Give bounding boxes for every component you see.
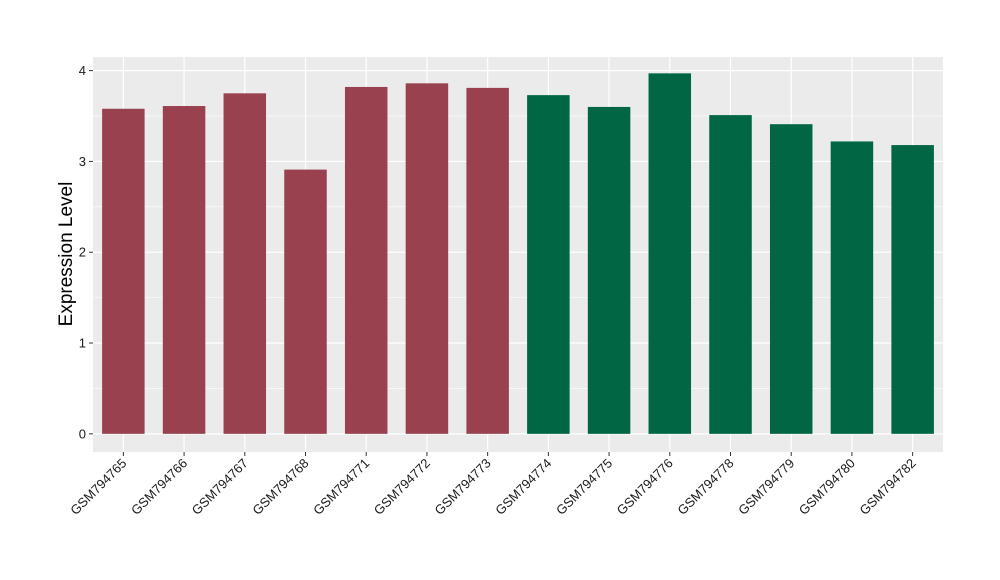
- x-tick-label: GSM794768: [249, 456, 311, 518]
- bar: [223, 93, 267, 434]
- bar: [102, 108, 145, 434]
- x-tick-label: GSM794772: [371, 456, 433, 518]
- y-tick-label: 4: [79, 63, 86, 78]
- y-tick-label: 2: [79, 245, 86, 260]
- bar: [284, 169, 327, 434]
- bar: [344, 86, 388, 434]
- y-tick-label: 0: [79, 426, 86, 441]
- x-tick-label: GSM794779: [735, 456, 797, 518]
- y-axis: 0 1 2 3 4: [79, 63, 93, 441]
- x-tick-label: GSM794780: [796, 456, 858, 518]
- bar: [405, 83, 449, 434]
- bar: [587, 106, 631, 434]
- bars: [102, 73, 934, 434]
- x-tick-label: GSM794774: [492, 456, 554, 518]
- y-axis-label: Expression Level: [56, 182, 77, 327]
- x-axis: GSM794765GSM794766GSM794767GSM794768GSM7…: [67, 452, 919, 518]
- y-tick-label: 3: [79, 154, 86, 169]
- bar: [830, 141, 874, 434]
- x-tick-label: GSM794776: [614, 456, 676, 518]
- x-tick-label: GSM794771: [310, 456, 372, 518]
- bar: [891, 145, 934, 434]
- x-tick-label: GSM794773: [432, 456, 494, 518]
- x-tick-label: GSM794775: [553, 456, 615, 518]
- bar: [527, 95, 570, 434]
- x-tick-label: GSM794766: [128, 456, 190, 518]
- bar: [466, 87, 509, 434]
- x-tick-label: GSM794782: [857, 456, 919, 518]
- bar: [648, 73, 692, 434]
- bar: [769, 124, 813, 434]
- x-tick-label: GSM794767: [189, 456, 251, 518]
- y-tick-label: 1: [79, 336, 86, 351]
- x-tick-label: GSM794778: [674, 456, 736, 518]
- x-tick-label: GSM794765: [67, 456, 129, 518]
- bar: [162, 106, 206, 434]
- bar: [709, 115, 752, 434]
